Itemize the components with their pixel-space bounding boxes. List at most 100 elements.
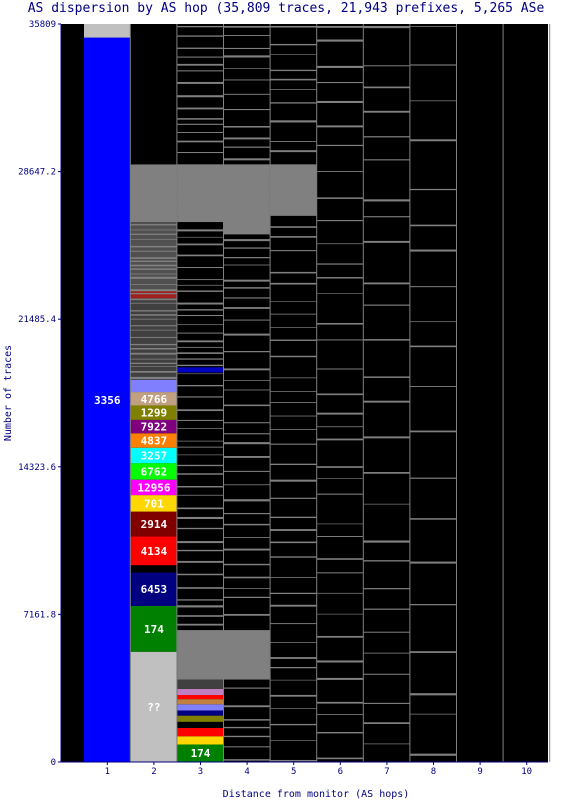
thin-seg-hop3-0-67 [177,677,224,680]
segment-label-hop2-2: 6453 [141,583,168,596]
thin-seg-hop4-0-10 [223,146,270,148]
thin-seg-hop2-0-10 [130,273,177,275]
thin-seg-hop5-0-8 [270,141,317,142]
thin-seg-hop6-0-28 [317,592,363,594]
thin-seg-hop4-0-30 [223,380,270,381]
segment-label-hop2-11: 7922 [141,421,168,434]
thin-seg-hop8-0-1 [410,64,457,66]
thin-seg-hop6-0-20 [317,438,363,441]
segment-hop3-5 [177,710,224,716]
thin-seg-hop4-0-56 [223,719,270,721]
thin-seg-hop3-0-2 [177,47,224,49]
x-tick-label-10: 10 [521,767,532,777]
thin-seg-hop5-0-14 [270,236,317,238]
thin-seg-hop3-0-9 [177,118,224,120]
thin-seg-hop8-0-10 [410,386,457,387]
thin-seg-hop4-0-60 [223,759,270,761]
thin-seg-hop7-0-0 [363,26,410,29]
thin-seg-hop3-0-17 [177,195,224,198]
thin-seg-hop4-0-4 [223,68,270,69]
thin-seg-hop6-0-31 [317,660,363,663]
thin-seg-hop5-0-3 [270,69,317,72]
thin-seg-hop6-0-23 [317,493,363,495]
thin-seg-hop2-0-13 [130,289,177,292]
thin-seg-hop3-0-57 [177,573,224,576]
segment-hop2-18 [130,164,177,223]
thin-seg-hop5-0-13 [270,226,317,228]
thin-seg-hop3-0-43 [177,428,224,429]
thin-seg-hop3-0-7 [177,95,224,98]
thin-seg-hop4-0-27 [223,333,270,336]
segment-hop2-10 [130,433,177,448]
thin-seg-hop3-0-19 [177,217,224,219]
thin-seg-hop5-0-47 [270,740,317,741]
thin-seg-hop2-0-14 [130,293,177,295]
thin-seg-hop5-0-7 [270,120,317,123]
segment-hop2-3 [130,565,177,573]
thin-seg-hop6-0-1 [317,39,363,42]
thin-seg-hop7-0-2 [363,86,410,89]
thin-seg-hop5-0-27 [270,429,317,430]
thin-seg-hop6-0-12 [317,277,363,279]
thin-seg-hop5-0-1 [270,43,317,46]
thin-seg-hop7-0-16 [363,503,410,505]
segment-label-hop2-10: 4837 [141,434,168,447]
thin-seg-hop5-0-37 [270,592,317,595]
thin-seg-hop3-0-15 [177,173,224,176]
thin-seg-hop4-0-41 [223,523,270,526]
thin-seg-hop3-0-33 [177,340,224,343]
thin-seg-hop3-0-14 [177,165,224,166]
thin-seg-hop2-0-28 [130,366,177,367]
thin-seg-hop4-0-12 [223,171,270,173]
thin-seg-hop6-0-10 [317,243,363,245]
thin-seg-hop3-0-44 [177,440,224,442]
thin-seg-hop5-0-28 [270,443,317,445]
thin-seg-hop4-0-20 [223,257,270,259]
segment-hop2-2 [130,572,177,606]
thin-seg-hop4-0-39 [223,499,270,502]
thin-seg-hop3-0-21 [177,236,224,238]
thin-seg-hop3-0-65 [177,655,224,657]
thin-seg-hop5-0-0 [270,26,317,28]
segment-hop3-1 [177,736,224,745]
segment-hop2-19 [130,24,177,165]
thin-seg-hop5-0-10 [270,172,317,175]
thin-seg-hop6-0-34 [317,714,363,715]
thin-seg-hop3-0-61 [177,615,224,617]
thin-seg-hop7-0-18 [363,560,410,562]
thin-seg-hop2-0-23 [130,343,177,346]
thin-seg-hop5-0-20 [270,327,317,328]
segment-hop2-12 [130,405,177,420]
thin-seg-hop7-0-3 [363,110,410,113]
thin-seg-hop3-0-35 [177,352,224,354]
thin-seg-hop4-0-23 [223,287,270,289]
thin-seg-hop2-0-21 [130,329,177,331]
thin-seg-hop3-0-34 [177,346,224,348]
x-axis-label: Distance from monitor (AS hops) [223,789,410,800]
thin-seg-hop6-0-30 [317,635,363,638]
thin-seg-hop4-0-43 [223,548,270,551]
segment-hop2-0 [130,651,177,762]
thin-seg-hop5-0-16 [270,271,317,274]
thin-seg-hop3-0-46 [177,454,224,456]
thin-seg-hop3-0-0 [177,26,224,28]
segment-label-hop2-1: 174 [144,623,164,636]
thin-seg-hop2-0-9 [130,268,177,270]
segment-hop3-2 [177,727,224,737]
thin-seg-hop6-0-2 [317,65,363,68]
thin-seg-hop4-0-35 [223,442,270,445]
thin-seg-hop8-0-13 [410,518,457,520]
segment-label-hop2-12: 1299 [141,407,168,420]
thin-seg-hop4-0-59 [223,746,270,748]
thin-seg-hop5-0-23 [270,377,317,379]
thin-seg-hop2-0-27 [130,362,177,365]
thin-seg-hop7-0-19 [363,588,410,590]
thin-seg-hop2-0-5 [130,250,177,252]
thin-seg-hop4-0-37 [223,470,270,472]
thin-seg-hop3-0-29 [177,309,224,311]
y-tick-label-0: 0 [51,758,56,768]
thin-seg-hop6-0-18 [317,412,363,415]
thin-seg-hop2-0-2 [130,233,177,235]
x-tick-label-1: 1 [105,767,110,777]
thin-seg-hop2-0-18 [130,314,177,316]
